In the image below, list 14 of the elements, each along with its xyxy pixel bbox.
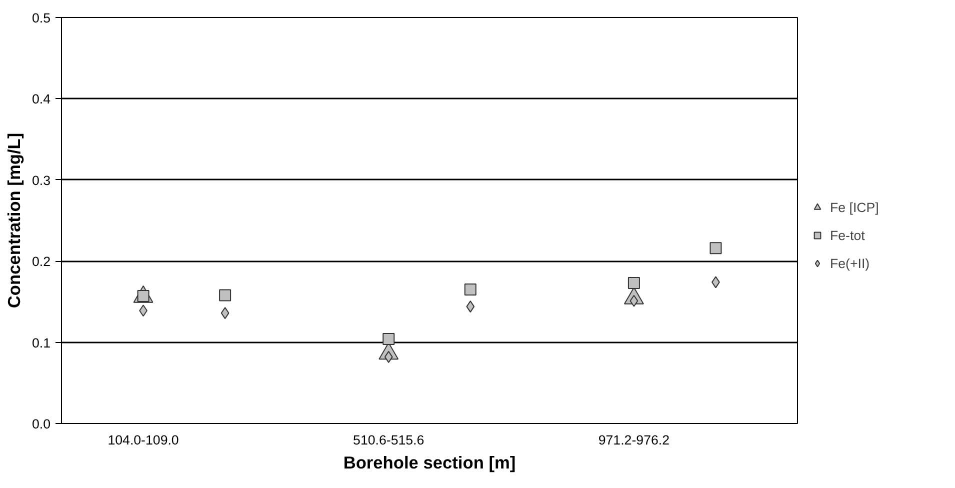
legend-label: Fe [ICP]	[830, 200, 879, 214]
y-tick-label: 0.5	[32, 10, 51, 26]
x-axis-title: Borehole section [m]	[343, 452, 516, 472]
y-axis-title: Concentration [mg/L]	[4, 132, 24, 308]
y-tick-label: 0.3	[32, 172, 51, 188]
x-tick-label: 104.0-109.0	[108, 432, 179, 448]
y-tick-label: 0.2	[32, 254, 51, 270]
legend-label: Fe-tot	[830, 228, 865, 242]
y-tick-label: 0.1	[32, 335, 51, 350]
legend-label: Fe(+II)	[830, 256, 870, 270]
y-tick-label: 0.0	[32, 416, 51, 432]
x-tick-label: 510.6-515.6	[353, 432, 424, 448]
x-tick-label: 971.2-976.2	[598, 432, 670, 448]
y-tick-label: 0.4	[32, 92, 52, 107]
